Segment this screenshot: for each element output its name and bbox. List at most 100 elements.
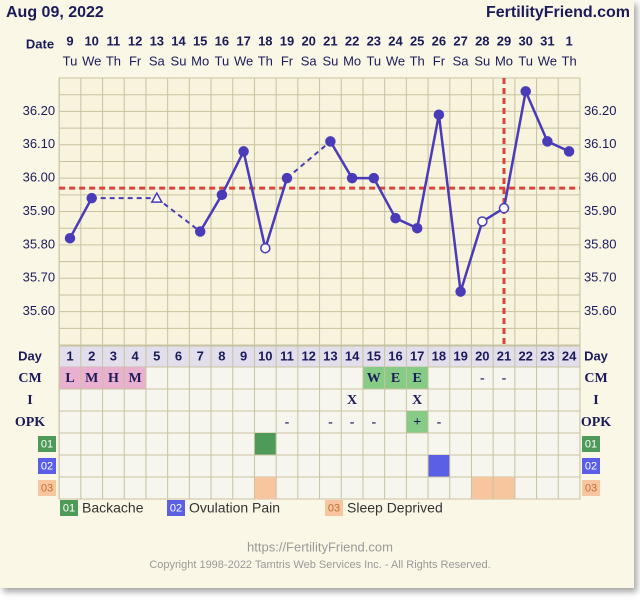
observation-cell: [406, 411, 429, 433]
observation-text: +: [413, 415, 421, 430]
date-label: 10: [84, 33, 98, 48]
cycle-day: 3: [110, 348, 117, 363]
cycle-day: 17: [410, 348, 424, 363]
symptom-mark: [471, 477, 494, 499]
weekday-label: Th: [410, 53, 425, 68]
date-label: 15: [193, 33, 207, 48]
temperature-point: [260, 242, 271, 254]
cycle-day: 1: [66, 348, 73, 363]
weekday-label: Mo: [191, 53, 209, 68]
y-tick-label: 35.70: [23, 270, 56, 285]
footer-url: https://FertilityFriend.com: [247, 539, 393, 554]
date-label: 24: [388, 33, 403, 48]
date-label: 14: [171, 33, 186, 48]
observation-text: M: [128, 371, 141, 386]
cycle-day: 24: [562, 348, 577, 363]
temperature-point: [520, 86, 531, 97]
y-tick-label: 36.00: [23, 170, 56, 185]
weekday-label: Fr: [433, 53, 446, 68]
observation-text: -: [328, 415, 333, 430]
y-tick-label: 36.10: [23, 136, 56, 151]
date-label: 27: [453, 33, 467, 48]
y-tick-label-right: 35.90: [584, 203, 617, 218]
symptom-mark: [428, 455, 450, 477]
temperature-point: [477, 216, 488, 227]
cycle-day: 13: [323, 348, 337, 363]
date-label: Date: [26, 36, 54, 51]
temperature-point: [542, 136, 553, 147]
weekday-label: We: [234, 53, 253, 68]
observation-cell: [80, 367, 103, 389]
legend-label: Ovulation Pain: [189, 500, 280, 516]
cycle-day: 23: [540, 348, 554, 363]
observation-text: M: [85, 371, 98, 386]
observation-text: -: [350, 415, 355, 430]
weekday-label: We: [538, 53, 557, 68]
y-tick-label-right: 36.00: [584, 170, 617, 185]
symptom-mark: [254, 477, 277, 499]
symptom-code: 01: [41, 438, 53, 450]
date-label: 31: [540, 33, 554, 48]
symptom-code-right-box: [582, 436, 600, 452]
weekday-label: Th: [258, 53, 273, 68]
temperature-gap-line: [286, 140, 332, 179]
observation-text: L: [65, 371, 74, 386]
observation-text: E: [391, 371, 400, 386]
weekday-label: Su: [171, 53, 187, 68]
observation-text: W: [367, 371, 381, 386]
observation-text: E: [413, 371, 422, 386]
temperature-point: [346, 172, 358, 184]
observation-text: -: [371, 415, 376, 430]
weekday-label: Tu: [518, 53, 533, 68]
date-label: 19: [280, 33, 294, 48]
date-label: 16: [215, 33, 229, 48]
symptom-code-box: [38, 480, 56, 496]
weekday-label: Su: [474, 53, 490, 68]
observation-cell: [362, 367, 385, 389]
temperature-point: [455, 286, 466, 297]
symptom-code-right: 03: [585, 482, 597, 494]
cycle-day: 8: [218, 348, 225, 363]
day-label: Day: [18, 348, 43, 363]
symptom-code-right: 01: [585, 438, 597, 450]
cycle-day: 5: [153, 348, 160, 363]
symptom-mark: [493, 477, 515, 499]
y-tick-label-right: 36.10: [584, 136, 617, 151]
temperature-point: [368, 172, 380, 184]
weekday-label: Fr: [129, 53, 142, 68]
y-tick-label: 35.60: [23, 303, 56, 318]
y-tick-label: 36.20: [23, 103, 56, 118]
cycle-day: 4: [131, 348, 139, 363]
temperature-point: [64, 232, 76, 244]
cycle-day: 11: [280, 348, 294, 363]
cycle-day: 7: [197, 348, 204, 363]
symptom-code-right: 02: [585, 460, 597, 472]
y-tick-label-right: 36.20: [584, 103, 617, 118]
row-label: OPK: [15, 415, 45, 430]
temperature-point: [433, 109, 445, 120]
cycle-day: 21: [497, 348, 511, 363]
cycle-day: 20: [475, 348, 489, 363]
weekday-label: We: [82, 53, 101, 68]
observation-cell: [102, 367, 125, 389]
legend-code: 03: [328, 502, 340, 514]
weekday-label: Th: [106, 53, 121, 68]
weekday-label: Mo: [495, 53, 513, 68]
legend-code-box: [325, 500, 343, 516]
date-label: 25: [410, 33, 424, 48]
date-label: 17: [236, 33, 250, 48]
temperature-point: [411, 222, 423, 234]
weekday-label: Tu: [215, 53, 230, 68]
observation-cell: [406, 367, 429, 389]
date-label: 26: [432, 33, 446, 48]
cycle-day: 16: [388, 348, 402, 363]
symptom-code-box: [38, 458, 56, 474]
temperature-point: [150, 191, 164, 203]
date-label: 29: [497, 33, 511, 48]
temperature-gap-line: [156, 197, 201, 233]
observation-text: H: [108, 371, 119, 386]
weekday-label: Tu: [366, 53, 381, 68]
y-tick-label-right: 35.60: [584, 303, 617, 318]
temperature-point: [281, 172, 293, 184]
